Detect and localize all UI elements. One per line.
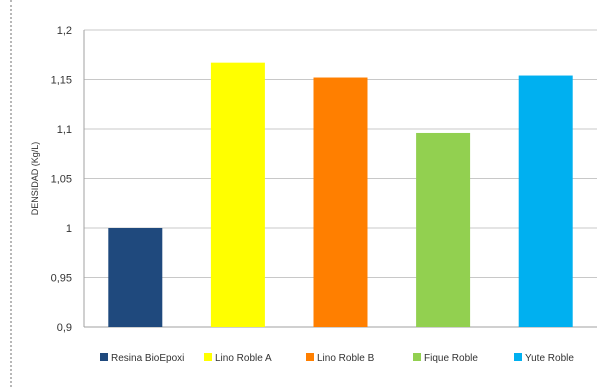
y-tick-label: 1,1 bbox=[57, 124, 72, 136]
bars bbox=[108, 62, 573, 328]
bar-yute-roble bbox=[518, 75, 573, 327]
y-tick-label: 1 bbox=[66, 223, 72, 235]
y-tick-label: 0,9 bbox=[57, 322, 72, 334]
y-tick-label: 0,95 bbox=[51, 273, 72, 285]
bar-resina-bioepoxi bbox=[108, 228, 163, 327]
legend-label: Fique Roble bbox=[424, 353, 478, 364]
legend: Resina BioEpoxi Lino Roble A Lino Roble B F… bbox=[100, 353, 574, 364]
legend-swatch bbox=[514, 353, 522, 361]
left-border-line bbox=[10, 0, 12, 387]
gridlines bbox=[83, 29, 597, 328]
legend-swatch bbox=[306, 353, 314, 361]
legend-label: Resina BioEpoxi bbox=[111, 353, 184, 364]
legend-swatch bbox=[204, 353, 212, 361]
bar-fique-roble bbox=[416, 132, 471, 327]
y-tick-label: 1,2 bbox=[57, 25, 72, 37]
bar-lino-roble-a bbox=[210, 62, 265, 328]
legend-swatch bbox=[413, 353, 421, 361]
y-tick-label: 1,05 bbox=[51, 174, 72, 186]
legend-label: Lino Roble B bbox=[317, 353, 375, 364]
y-tick-labels: 0,9 0,95 1 1,05 1,1 1,15 1,2 bbox=[51, 25, 72, 334]
y-tick-label: 1,15 bbox=[51, 75, 72, 87]
legend-label: Lino Roble A bbox=[215, 353, 272, 364]
legend-swatch bbox=[100, 353, 108, 361]
legend-label: Yute Roble bbox=[525, 353, 574, 364]
y-axis-title: DENSIDAD (Kg/L) bbox=[30, 142, 40, 216]
bar-lino-roble-b bbox=[313, 77, 368, 328]
